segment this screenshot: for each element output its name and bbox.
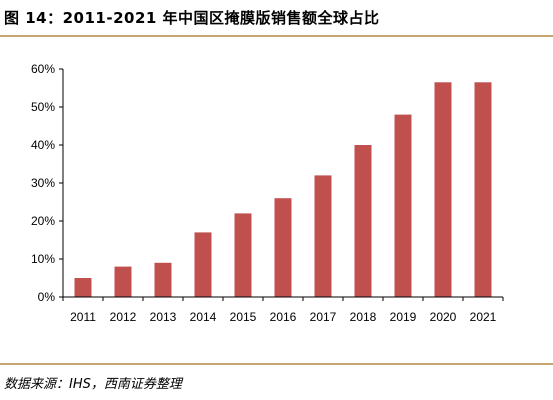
x-tick-label: 2017 [310, 310, 337, 324]
bar-2019 [394, 114, 412, 297]
source-note: 数据来源：IHS，西南证券整理 [4, 377, 182, 392]
bar-2016 [274, 198, 292, 297]
bar-2015 [234, 213, 252, 297]
bar-chart: 0%10%20%30%40%50%60% 2011 2012 2013 2014 201… [31, 62, 504, 324]
y-tick-label: 60% [31, 62, 55, 76]
x-tick-label: 2019 [390, 310, 417, 324]
bar-2011 [74, 278, 92, 297]
y-axis: 0% 10% 20% 30% 40% 50% 60% [31, 62, 64, 304]
bar-2014 [194, 232, 212, 297]
bar-2021 [474, 82, 492, 297]
x-tick-label: 2020 [430, 310, 457, 324]
x-tick-label: 2014 [190, 310, 217, 324]
x-tick-label: 2016 [270, 310, 297, 324]
y-tick-label: 30% [31, 176, 55, 190]
bar-2017 [314, 175, 332, 297]
bar-2013 [154, 262, 172, 297]
x-tick-label: 2018 [350, 310, 377, 324]
figure-title: 图 14：2011-2021 年中国区掩膜版销售额全球占比 [4, 9, 380, 27]
x-tick-label: 2011 [70, 310, 96, 324]
x-tick-label: 2013 [150, 310, 177, 324]
source-divider [0, 363, 553, 365]
bar-2018 [354, 145, 372, 297]
x-axis: 2011 2012 2013 2014 2015 2016 2017 2018 2019 2020… [62, 296, 504, 324]
y-tick-label: 0% [38, 290, 56, 304]
y-tick-label: 10% [31, 252, 55, 266]
bars-group [74, 82, 492, 297]
x-tick-label: 2015 [230, 310, 257, 324]
title-divider [0, 35, 553, 37]
y-tick-label: 20% [31, 214, 55, 228]
bar-2020 [434, 82, 452, 297]
x-tick-label: 2021 [470, 310, 497, 324]
x-tick-label: 2012 [110, 310, 137, 324]
bar-2012 [114, 266, 132, 297]
y-tick-label: 40% [31, 138, 55, 152]
y-tick-label: 50% [31, 100, 55, 114]
